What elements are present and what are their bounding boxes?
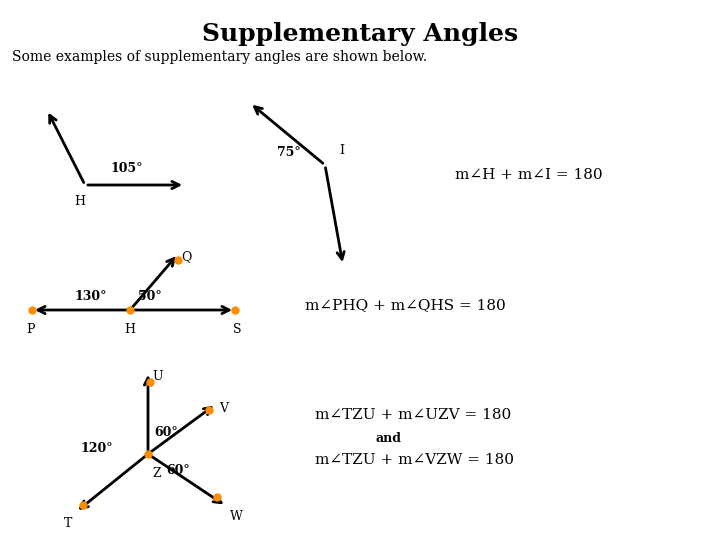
Text: and: and [375, 431, 401, 444]
Text: 60°: 60° [166, 463, 190, 476]
Text: m∠H + m∠I = 180: m∠H + m∠I = 180 [455, 168, 603, 182]
Text: U: U [152, 370, 163, 383]
Text: S: S [233, 323, 241, 336]
Text: m∠TZU + m∠UZV = 180: m∠TZU + m∠UZV = 180 [315, 408, 511, 422]
Text: m∠TZU + m∠VZW = 180: m∠TZU + m∠VZW = 180 [315, 453, 514, 467]
Text: V: V [219, 402, 228, 415]
Text: Some examples of supplementary angles are shown below.: Some examples of supplementary angles ar… [12, 50, 427, 64]
Text: H: H [125, 323, 135, 336]
Text: H: H [74, 195, 86, 208]
Text: P: P [27, 323, 35, 336]
Text: 75°: 75° [277, 146, 301, 159]
Text: W: W [230, 510, 243, 523]
Text: Z: Z [152, 467, 161, 480]
Text: 60°: 60° [154, 426, 178, 438]
Text: 120°: 120° [80, 442, 112, 456]
Text: m∠PHQ + m∠QHS = 180: m∠PHQ + m∠QHS = 180 [305, 298, 505, 312]
Text: Supplementary Angles: Supplementary Angles [202, 22, 518, 46]
Text: Q: Q [181, 250, 192, 263]
Text: 105°: 105° [110, 163, 143, 176]
Text: T: T [63, 517, 72, 530]
Text: I: I [339, 144, 344, 157]
Text: 50°: 50° [138, 289, 162, 302]
Text: 130°: 130° [75, 289, 107, 302]
